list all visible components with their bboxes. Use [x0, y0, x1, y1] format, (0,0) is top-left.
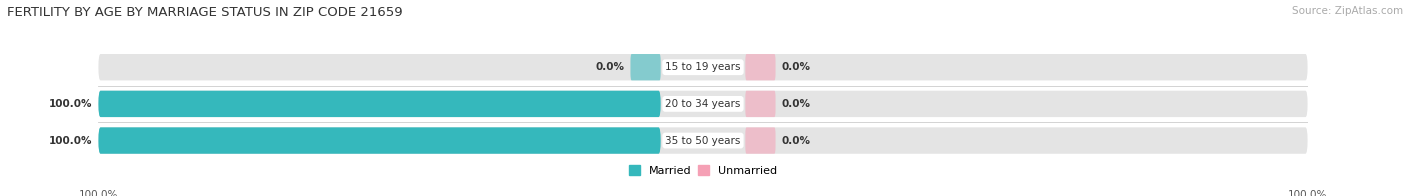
FancyBboxPatch shape: [630, 54, 661, 80]
Text: 20 to 34 years: 20 to 34 years: [665, 99, 741, 109]
Text: 0.0%: 0.0%: [595, 62, 624, 72]
Text: 0.0%: 0.0%: [782, 62, 811, 72]
Text: 0.0%: 0.0%: [782, 136, 811, 146]
FancyBboxPatch shape: [98, 127, 1308, 154]
FancyBboxPatch shape: [98, 91, 1308, 117]
Text: 15 to 19 years: 15 to 19 years: [665, 62, 741, 72]
FancyBboxPatch shape: [98, 54, 1308, 80]
Legend: Married, Unmarried: Married, Unmarried: [628, 165, 778, 176]
Text: Source: ZipAtlas.com: Source: ZipAtlas.com: [1292, 6, 1403, 16]
Text: 0.0%: 0.0%: [782, 99, 811, 109]
Text: FERTILITY BY AGE BY MARRIAGE STATUS IN ZIP CODE 21659: FERTILITY BY AGE BY MARRIAGE STATUS IN Z…: [7, 6, 402, 19]
Text: 100.0%: 100.0%: [49, 99, 93, 109]
FancyBboxPatch shape: [745, 54, 776, 80]
FancyBboxPatch shape: [98, 127, 661, 154]
FancyBboxPatch shape: [745, 91, 776, 117]
Text: 100.0%: 100.0%: [49, 136, 93, 146]
Text: 35 to 50 years: 35 to 50 years: [665, 136, 741, 146]
FancyBboxPatch shape: [98, 91, 661, 117]
FancyBboxPatch shape: [745, 127, 776, 154]
